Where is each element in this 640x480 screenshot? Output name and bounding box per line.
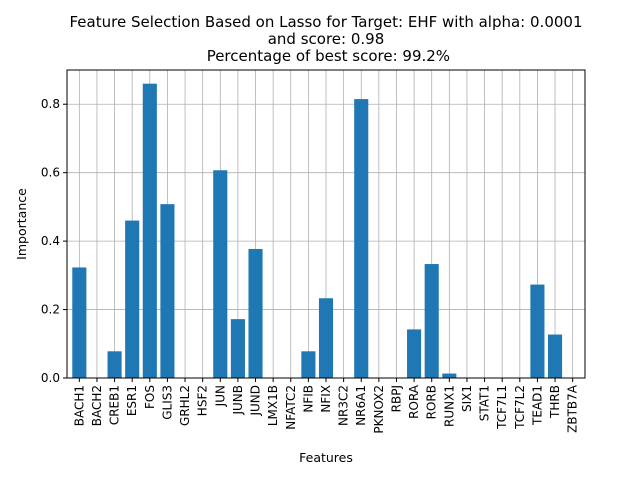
x-tick-label: JUND: [249, 385, 263, 417]
x-tick-label: TEAD1: [530, 385, 544, 426]
x-tick-label: NFATC2: [284, 385, 298, 430]
y-tick-label: 0.6: [41, 166, 60, 180]
y-axis: 0.0 0.2 0.4 0.6 0.8: [41, 97, 67, 385]
y-tick-label: 0.4: [41, 234, 60, 248]
bar-nfib: [301, 351, 316, 378]
x-tick-label: NR6A1: [354, 385, 368, 426]
x-tick-label: TCF7L2: [513, 385, 527, 430]
y-tick-label: 0.8: [41, 97, 60, 111]
x-tick-label: RORA: [407, 384, 421, 419]
x-tick-label: ZBTB7A: [566, 384, 580, 433]
bar-creb1: [107, 351, 122, 378]
x-tick-label: STAT1: [478, 385, 492, 421]
x-tick-label: GLIS3: [160, 385, 174, 420]
x-tick-label: THRB: [548, 385, 562, 419]
bar-jun: [213, 170, 228, 378]
bars: [72, 83, 563, 378]
x-axis-label: Features: [299, 450, 353, 465]
y-axis-label: Importance: [14, 188, 29, 260]
x-tick-label: HSF2: [196, 385, 210, 416]
x-tick-label: LMX1B: [266, 385, 280, 426]
x-tick-label: NR3C2: [337, 385, 351, 426]
x-tick-label: JUN: [213, 385, 227, 407]
x-tick-label: SIX1: [460, 385, 474, 412]
x-tick-label: TCF7L1: [495, 385, 509, 430]
x-tick-label: NFIB: [301, 385, 315, 413]
bar-rora: [407, 329, 422, 378]
bar-jund: [248, 248, 263, 378]
x-axis: BACH1 BACH2 CREB1 ESR1 FOS GLIS3 GRHL2 HSF2 JUN J…: [72, 378, 580, 434]
x-tick-label: FOS: [143, 385, 157, 409]
bar-glis3: [160, 204, 175, 378]
chart-title-line: Percentage of best score: 99.2%: [202, 47, 450, 65]
x-tick-label: NFIX: [319, 385, 333, 413]
x-tick-label: BACH2: [90, 385, 104, 426]
bar-bach1: [72, 267, 87, 378]
bar-runx1: [442, 373, 457, 378]
bar-fos: [142, 83, 157, 378]
x-tick-label: RORB: [425, 385, 439, 419]
chart-title-line: and score: 0.98: [268, 30, 385, 48]
y-tick-label: 0.0: [41, 371, 60, 385]
x-tick-label: RUNX1: [442, 385, 456, 427]
x-tick-label: RBPJ: [389, 385, 403, 412]
bar-nr6a1: [354, 99, 369, 378]
chart-title: Feature Selection Based on Lasso for Tar…: [70, 13, 583, 65]
x-tick-label: BACH1: [72, 385, 86, 426]
y-tick-label: 0.2: [41, 303, 60, 317]
x-tick-label: ESR1: [125, 385, 139, 416]
x-tick-label: PKNOX2: [372, 385, 386, 434]
chart-title-line: Feature Selection Based on Lasso for Tar…: [70, 13, 583, 31]
x-tick-label: CREB1: [108, 385, 122, 425]
x-tick-label: GRHL2: [178, 385, 192, 426]
bar-thrb: [548, 334, 563, 378]
bar-nfix: [318, 298, 334, 378]
bar-rorb: [424, 264, 439, 378]
bar-junb: [230, 319, 245, 378]
x-tick-label: JUNB: [231, 385, 245, 416]
bar-tead1: [530, 284, 545, 378]
bar-esr1: [125, 220, 140, 378]
